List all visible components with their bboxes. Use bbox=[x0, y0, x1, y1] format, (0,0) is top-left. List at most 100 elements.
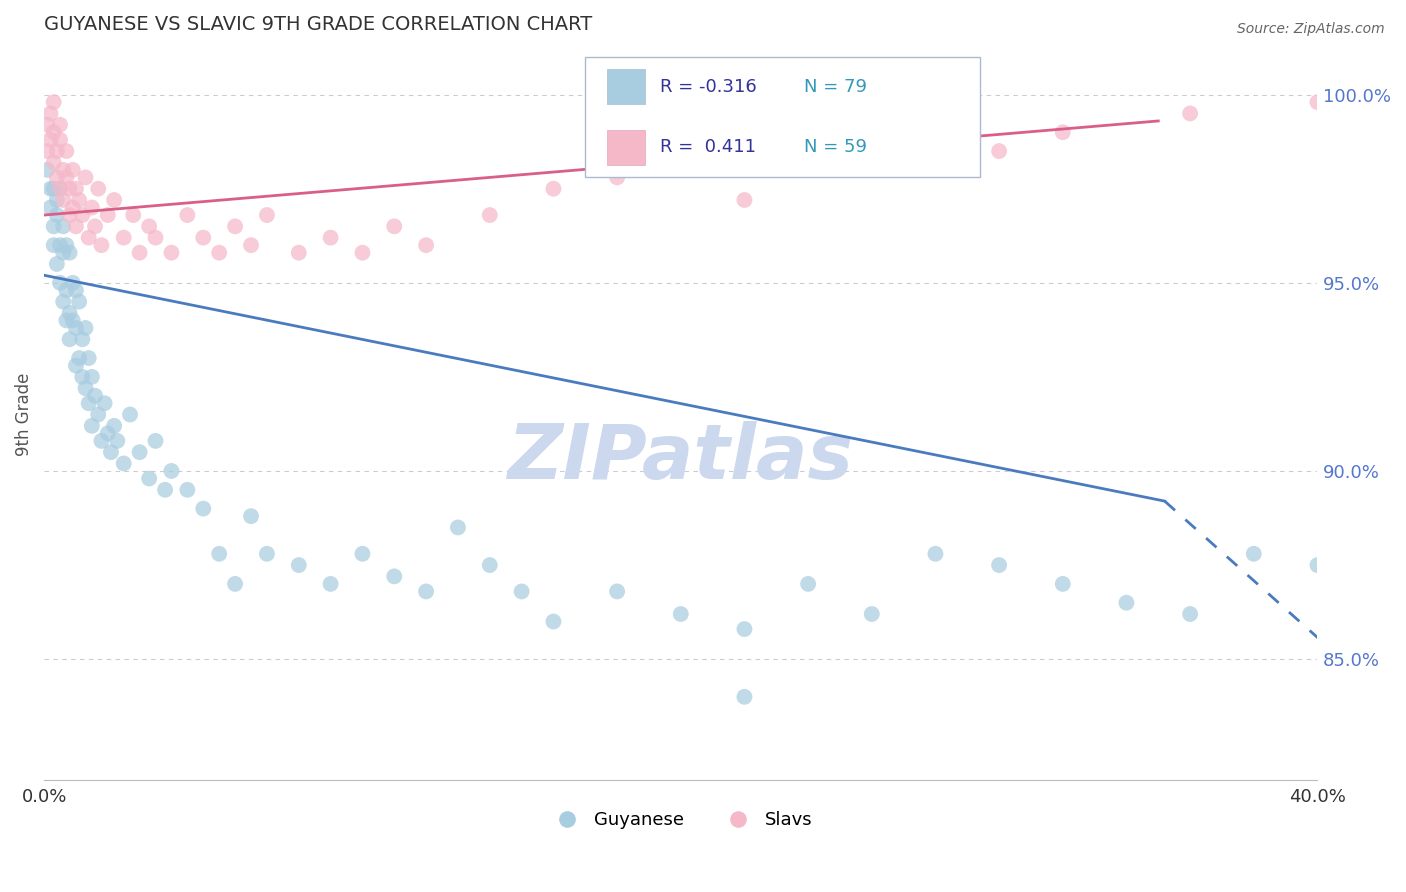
Point bbox=[988, 144, 1011, 158]
Point bbox=[1306, 558, 1329, 572]
Point bbox=[75, 321, 97, 335]
Point bbox=[80, 370, 103, 384]
Point bbox=[67, 351, 90, 365]
Point bbox=[256, 208, 278, 222]
Point bbox=[153, 483, 176, 497]
Point bbox=[797, 577, 820, 591]
Point bbox=[447, 520, 470, 534]
Point bbox=[160, 464, 183, 478]
Text: R =  0.411: R = 0.411 bbox=[661, 138, 756, 156]
Point bbox=[193, 501, 215, 516]
Point bbox=[733, 193, 755, 207]
Point bbox=[606, 584, 628, 599]
Point bbox=[100, 445, 122, 459]
Point bbox=[145, 230, 167, 244]
Point bbox=[105, 434, 128, 448]
Point bbox=[256, 547, 278, 561]
Point bbox=[669, 155, 692, 169]
Point bbox=[733, 622, 755, 636]
Point bbox=[319, 577, 342, 591]
Point bbox=[122, 208, 145, 222]
Point bbox=[988, 558, 1011, 572]
Point bbox=[52, 294, 75, 309]
Y-axis label: 9th Grade: 9th Grade bbox=[15, 373, 32, 456]
Point bbox=[352, 245, 374, 260]
Point bbox=[924, 547, 946, 561]
Point bbox=[478, 558, 501, 572]
Point bbox=[42, 182, 65, 196]
Point bbox=[37, 162, 59, 177]
Point bbox=[669, 607, 692, 621]
Point bbox=[176, 208, 198, 222]
Point bbox=[37, 118, 59, 132]
Point bbox=[93, 396, 115, 410]
Point bbox=[1178, 106, 1201, 120]
Point bbox=[65, 219, 87, 234]
Point bbox=[1243, 547, 1265, 561]
Point bbox=[49, 118, 72, 132]
Point bbox=[39, 106, 62, 120]
Point bbox=[240, 509, 263, 524]
Point bbox=[39, 201, 62, 215]
Point bbox=[42, 155, 65, 169]
Point bbox=[208, 547, 231, 561]
Text: Source: ZipAtlas.com: Source: ZipAtlas.com bbox=[1237, 22, 1385, 37]
Point bbox=[224, 219, 246, 234]
Point bbox=[120, 408, 142, 422]
FancyBboxPatch shape bbox=[607, 129, 645, 165]
FancyBboxPatch shape bbox=[607, 70, 645, 104]
Point bbox=[77, 230, 100, 244]
Point bbox=[97, 208, 120, 222]
Point bbox=[1052, 577, 1074, 591]
Point bbox=[67, 193, 90, 207]
Point bbox=[65, 283, 87, 297]
Text: R = -0.316: R = -0.316 bbox=[661, 78, 758, 95]
Point bbox=[39, 133, 62, 147]
Point bbox=[112, 457, 135, 471]
Point bbox=[37, 144, 59, 158]
Point bbox=[58, 306, 80, 320]
Point bbox=[606, 170, 628, 185]
Point bbox=[58, 245, 80, 260]
Point bbox=[58, 182, 80, 196]
Point bbox=[45, 193, 67, 207]
Point bbox=[65, 359, 87, 373]
Point bbox=[58, 332, 80, 346]
Point bbox=[1306, 95, 1329, 110]
Point bbox=[860, 133, 883, 147]
Point bbox=[128, 445, 150, 459]
Point bbox=[52, 245, 75, 260]
Point bbox=[55, 144, 77, 158]
Point bbox=[45, 257, 67, 271]
Point bbox=[382, 219, 405, 234]
Point bbox=[145, 434, 167, 448]
Point bbox=[52, 193, 75, 207]
Point bbox=[382, 569, 405, 583]
Point bbox=[72, 208, 94, 222]
Point bbox=[176, 483, 198, 497]
Text: N = 59: N = 59 bbox=[804, 138, 868, 156]
Point bbox=[55, 313, 77, 327]
Point bbox=[49, 182, 72, 196]
Point bbox=[87, 408, 110, 422]
Point bbox=[1115, 596, 1137, 610]
Point bbox=[103, 418, 125, 433]
Text: GUYANESE VS SLAVIC 9TH GRADE CORRELATION CHART: GUYANESE VS SLAVIC 9TH GRADE CORRELATION… bbox=[44, 15, 592, 34]
Point bbox=[42, 95, 65, 110]
Point bbox=[84, 389, 107, 403]
Point bbox=[55, 170, 77, 185]
Point bbox=[860, 607, 883, 621]
Point bbox=[90, 434, 112, 448]
Point bbox=[42, 125, 65, 139]
Point bbox=[97, 426, 120, 441]
Point bbox=[45, 144, 67, 158]
Point bbox=[90, 238, 112, 252]
Point bbox=[39, 182, 62, 196]
Point bbox=[67, 294, 90, 309]
Point bbox=[288, 245, 311, 260]
Point bbox=[128, 245, 150, 260]
Point bbox=[77, 396, 100, 410]
Point bbox=[62, 201, 84, 215]
Point bbox=[72, 332, 94, 346]
Point bbox=[415, 238, 437, 252]
